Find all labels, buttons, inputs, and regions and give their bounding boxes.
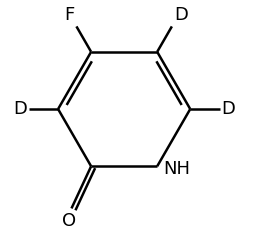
Text: F: F bbox=[64, 6, 74, 24]
Text: D: D bbox=[174, 6, 188, 24]
Text: O: O bbox=[62, 212, 76, 230]
Text: D: D bbox=[13, 100, 27, 118]
Text: NH: NH bbox=[163, 160, 190, 178]
Text: D: D bbox=[221, 100, 235, 118]
